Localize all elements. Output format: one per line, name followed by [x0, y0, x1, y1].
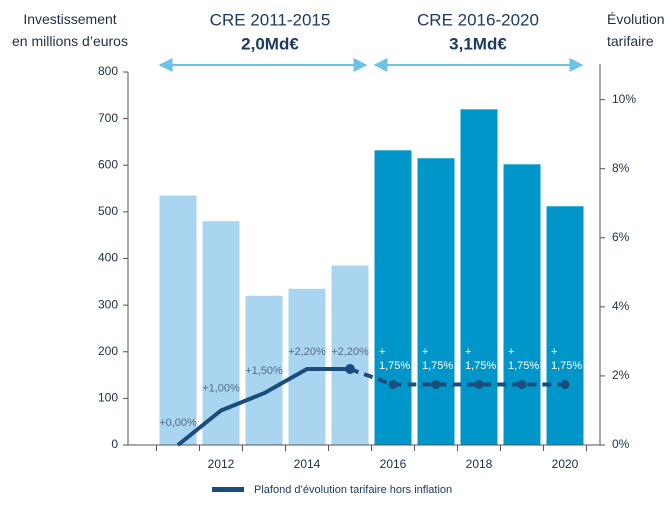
line-point [517, 380, 527, 390]
value-label: +2,20% [288, 346, 326, 358]
y-tick-label: 500 [98, 204, 118, 218]
y-tick-label: 700 [98, 111, 118, 125]
x-tick-label: 2012 [208, 457, 235, 471]
period-label: CRE 2016-2020 [417, 10, 539, 29]
line-solid [176, 367, 350, 447]
value-label: +1,75% [508, 346, 539, 372]
line-point [474, 380, 484, 390]
x-tick-label: 2020 [552, 457, 579, 471]
y2-tick-label: 8% [612, 161, 630, 175]
y2-tick-label: 2% [612, 368, 630, 382]
line-point [431, 380, 441, 390]
bar [288, 288, 326, 445]
value-label: +1,50% [245, 365, 283, 377]
bar [417, 158, 455, 445]
bar [245, 295, 283, 445]
period-total: 3,1Md€ [449, 34, 507, 53]
line-point [388, 380, 398, 390]
period-total: 2,0Md€ [241, 34, 299, 53]
value-label: +1,75% [465, 346, 496, 372]
period-label: CRE 2011-2015 [210, 10, 331, 29]
y-axis-title: Investissement en millions d’euros [12, 11, 128, 49]
y-tick-label: 100 [98, 391, 118, 405]
y-tick-label: 600 [98, 157, 118, 171]
y2-tick-label: 10% [612, 92, 636, 106]
y-tick-label: 0 [111, 437, 118, 451]
y-tick-label: 400 [98, 251, 118, 265]
value-label: +0,00% [159, 417, 197, 429]
value-label: +1,00% [202, 382, 240, 394]
x-tick-label: 2018 [466, 457, 493, 471]
y2-tick-label: 4% [612, 299, 630, 313]
value-label: +1,75% [551, 346, 582, 372]
y2-tick-label: 6% [612, 230, 630, 244]
y-tick-label: 200 [98, 344, 118, 358]
bar [460, 109, 498, 446]
bar [374, 150, 412, 445]
legend-swatch [212, 487, 244, 492]
bar [503, 164, 541, 445]
y-tick-label: 300 [98, 297, 118, 311]
value-label: +1,75% [422, 346, 453, 372]
y-tick-label: 800 [98, 64, 118, 78]
legend-label: Plafond d’évolution tarifaire hors infla… [254, 484, 452, 496]
bar [331, 265, 369, 445]
y2-axis-title: Évolution tarifaire [607, 11, 665, 49]
bar [159, 195, 197, 445]
x-tick-label: 2014 [294, 457, 321, 471]
value-label: +2,20% [331, 346, 369, 358]
value-label: +1,75% [379, 346, 410, 372]
line-dashed [349, 367, 565, 387]
y2-tick-label: 0% [612, 437, 630, 451]
line-point [560, 380, 570, 390]
x-tick-label: 2016 [380, 457, 407, 471]
bar [546, 206, 584, 445]
bar [202, 221, 240, 445]
line-point [345, 364, 355, 375]
